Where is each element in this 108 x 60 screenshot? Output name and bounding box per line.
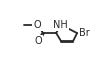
Text: NH: NH <box>53 20 68 30</box>
Text: O: O <box>34 36 42 46</box>
Text: Br: Br <box>79 28 90 38</box>
Text: O: O <box>34 20 41 30</box>
